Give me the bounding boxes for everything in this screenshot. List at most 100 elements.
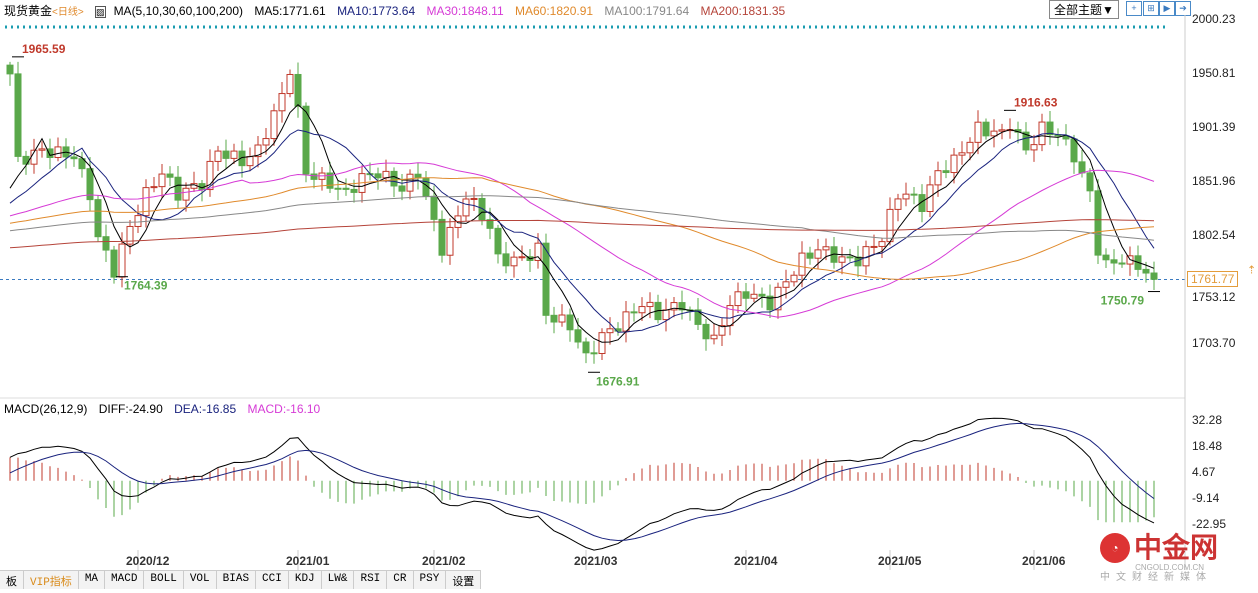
candle [982, 121, 990, 137]
candle [254, 144, 262, 158]
candle [446, 226, 454, 256]
candle [702, 323, 710, 340]
indicator-tab[interactable]: MACD [105, 571, 145, 589]
candle [838, 256, 846, 263]
indicator-tab[interactable]: KDJ [288, 571, 322, 589]
indicator-tab[interactable]: 板 [0, 571, 24, 589]
candle [758, 293, 766, 297]
scroll-right-icon[interactable]: ➔ [1175, 1, 1191, 16]
candle [806, 252, 814, 259]
candle [870, 245, 878, 248]
candle [1118, 262, 1126, 265]
candle [78, 158, 86, 170]
candle [342, 187, 350, 190]
candle [222, 150, 230, 159]
candle [638, 306, 646, 314]
ma5-line [9, 104, 1155, 343]
logo-name: 中金网 [1134, 532, 1219, 563]
zoom-in-icon[interactable]: ⊞ [1143, 1, 1159, 16]
candle [478, 197, 486, 221]
candle [486, 219, 494, 229]
chart-type-icon[interactable]: ▨ [95, 6, 106, 18]
theme-dropdown[interactable]: 全部主题▼ [1049, 0, 1119, 19]
logo-icon: ◔ [1100, 533, 1130, 563]
candle [958, 152, 966, 156]
indicator-tab[interactable]: MA [78, 571, 106, 589]
candle [766, 295, 774, 311]
candle [950, 154, 958, 174]
ma100-value: MA100:1791.64 [604, 4, 690, 18]
candle [14, 73, 22, 157]
candle [718, 325, 726, 336]
candle [750, 293, 758, 299]
candle [614, 328, 622, 332]
candle [886, 208, 894, 243]
macd-tick: -22.95 [1192, 517, 1227, 531]
candle [630, 311, 638, 314]
candle [1030, 144, 1038, 151]
candle [622, 311, 630, 332]
candle [1078, 161, 1086, 174]
indicator-tab[interactable]: PSY [413, 571, 447, 589]
candle [6, 64, 14, 75]
candle [326, 172, 334, 189]
candle [846, 256, 854, 259]
candle [414, 173, 422, 179]
indicator-tab[interactable]: CR [387, 571, 414, 589]
price-annotation: 1965.59 [22, 42, 66, 56]
candle [1110, 259, 1118, 264]
candle [470, 197, 478, 200]
symbol-name[interactable]: 现货黄金 [4, 4, 53, 18]
candle [598, 332, 606, 354]
date-label: 2021/01 [286, 554, 330, 568]
candle [70, 156, 78, 160]
candle [710, 334, 718, 340]
candle [942, 170, 950, 174]
chart-header: 现货黄金<日线> ▨ MA(5,10,30,60,100,200) MA5:177… [4, 2, 793, 19]
candle [334, 187, 342, 190]
candle [86, 168, 94, 201]
indicator-tab[interactable]: BOLL [144, 571, 184, 589]
candle [102, 236, 110, 251]
candle [502, 253, 510, 267]
macd-tick: 32.28 [1192, 413, 1223, 427]
candle [270, 110, 278, 140]
macd-tick: 18.48 [1192, 438, 1223, 453]
period-selector[interactable]: <日线> [52, 7, 84, 18]
candle [158, 173, 166, 188]
candle [390, 170, 398, 187]
candle [22, 155, 30, 165]
indicator-tab[interactable]: VIP指标 [24, 571, 79, 589]
candle [118, 243, 126, 278]
macd-header: MACD(26,12,9) DIFF:-24.90 DEA:-16.85 MAC… [4, 402, 328, 416]
candle [174, 176, 182, 201]
candle [126, 225, 134, 245]
current-price-label: 1761.77 [1187, 271, 1239, 287]
candle [966, 141, 974, 154]
candle [46, 148, 54, 158]
crosshair-icon[interactable]: + [1126, 1, 1142, 16]
indicator-tab[interactable]: RSI [354, 571, 388, 589]
price-annotation: 1676.91 [596, 374, 640, 388]
indicator-tab[interactable]: LW& [321, 571, 355, 589]
ma60-value: MA60:1820.91 [514, 4, 594, 18]
indicator-tab[interactable]: CCI [256, 571, 289, 589]
indicator-tab[interactable]: 设置 [446, 571, 482, 589]
candle [382, 170, 390, 179]
ma100-line [9, 195, 1155, 241]
candle [150, 186, 158, 189]
candle [670, 302, 678, 311]
candle [1094, 190, 1102, 256]
candle [278, 93, 286, 112]
current-price-arrow: ⇡ [1247, 265, 1256, 277]
candle [1022, 131, 1030, 151]
candle [550, 314, 558, 323]
candle [1086, 172, 1094, 192]
indicator-tab[interactable]: VOL [183, 571, 217, 589]
candle [574, 329, 582, 343]
candle [110, 249, 118, 278]
price-chart[interactable]: ⇡ 1965.59 1764.39 1676.91 1916.63 1750.79 [0, 0, 1258, 570]
zoom-out-icon[interactable]: ▶ [1159, 1, 1175, 16]
indicator-tab[interactable]: BIAS [216, 571, 257, 589]
candle [902, 193, 910, 200]
